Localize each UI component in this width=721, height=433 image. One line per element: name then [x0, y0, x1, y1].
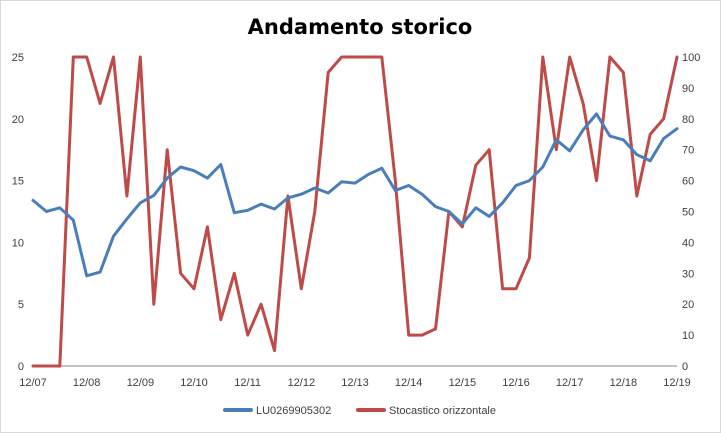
y-left-tick-label: 20: [12, 114, 24, 126]
x-tick-label: 12/10: [180, 377, 208, 389]
y-right-tick-label: 60: [682, 176, 694, 188]
x-tick-label: 12/17: [556, 377, 584, 389]
x-tick-label: 12/14: [395, 377, 423, 389]
y-left-tick-labels: 0 5 10 15 20 25: [12, 52, 24, 373]
x-tick-label: 12/15: [449, 377, 477, 389]
y-left-tick-label: 0: [18, 361, 24, 373]
series-line-stocastico: [31, 55, 679, 368]
x-tick-label: 12/08: [73, 377, 101, 389]
x-tick-labels: 12/07 12/08 12/09 12/10 12/11 12/12 12/13 12/14…: [19, 377, 691, 389]
y-right-tick-label: 0: [682, 361, 688, 373]
y-right-tick-labels: 0 10 20 30 40 50 60 70 80 90 100: [682, 52, 700, 373]
x-tick-label: 12/16: [502, 377, 530, 389]
chart-title: Andamento storico: [248, 15, 473, 39]
y-left-tick-label: 5: [18, 299, 24, 311]
series-layer: [31, 55, 679, 368]
series-line-lu0269905302: [31, 112, 679, 278]
x-tick-label: 12/18: [610, 377, 638, 389]
y-right-tick-label: 80: [682, 114, 694, 126]
x-tick-label: 12/11: [234, 377, 261, 389]
y-right-tick-label: 90: [682, 83, 694, 95]
y-right-tick-label: 100: [682, 52, 700, 64]
x-tick-label: 12/09: [127, 377, 155, 389]
y-right-tick-label: 10: [682, 330, 694, 342]
y-right-tick-label: 40: [682, 237, 694, 249]
legend-label-lu0269905302: LU0269905302: [256, 405, 331, 417]
x-tick-label: 12/19: [663, 377, 691, 389]
x-tick-label: 12/12: [288, 377, 316, 389]
legend: LU0269905302 Stocastico orizzontale: [223, 405, 496, 417]
y-right-tick-label: 30: [682, 268, 694, 280]
y-right-tick-label: 70: [682, 145, 694, 157]
y-right-tick-label: 50: [682, 207, 694, 219]
y-right-tick-label: 20: [682, 299, 694, 311]
y-left-tick-label: 15: [12, 176, 24, 188]
x-tick-label: 12/13: [341, 377, 369, 389]
x-tick-label: 12/07: [19, 377, 47, 389]
y-left-tick-label: 25: [12, 52, 24, 64]
legend-label-stocastico: Stocastico orizzontale: [389, 405, 496, 417]
y-left-tick-label: 10: [12, 237, 24, 249]
